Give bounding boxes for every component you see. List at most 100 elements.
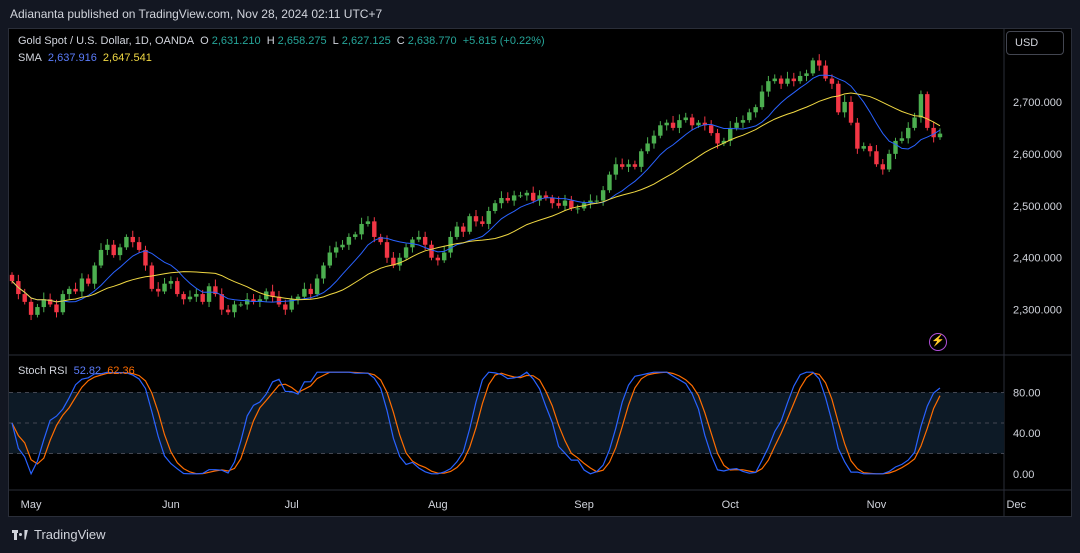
candle-body — [817, 60, 822, 66]
open-value: 2,631.210 — [211, 35, 261, 47]
candle-body — [111, 244, 116, 256]
candle-body — [594, 200, 599, 202]
candle-body — [442, 252, 447, 261]
candle-body — [149, 265, 155, 289]
time-tick-label: Sep — [574, 499, 594, 511]
candle-body — [175, 281, 180, 295]
candle-body — [219, 294, 224, 310]
candle-body — [823, 65, 828, 79]
candle-body — [54, 304, 59, 313]
candle-body — [708, 125, 714, 134]
candle-body — [912, 117, 917, 128]
candle-body — [677, 120, 682, 128]
sma-legend: SMA 2,637.916 2,647.541 — [18, 52, 155, 64]
candle-body — [524, 192, 530, 196]
candle-body — [600, 190, 606, 201]
time-tick-label: Nov — [867, 499, 887, 511]
candle-body — [333, 247, 339, 253]
candle-body — [60, 294, 66, 313]
candle-body — [225, 309, 231, 313]
candle-body — [689, 117, 695, 126]
candle-body — [353, 234, 358, 237]
candle-body — [257, 299, 263, 302]
candle-body — [886, 153, 892, 170]
sma-slow-line — [11, 92, 941, 303]
candle-body — [753, 107, 758, 113]
candle-body — [289, 299, 294, 310]
main-legend: Gold Spot / U.S. Dollar, 1D, OANDA O 2,63… — [18, 35, 548, 47]
candle-body — [836, 83, 841, 113]
candle-body — [321, 265, 326, 279]
candle-body — [206, 286, 212, 302]
candle-body — [696, 122, 701, 126]
candle-body — [372, 221, 377, 237]
candle-body — [35, 307, 40, 315]
candle-body — [797, 75, 803, 82]
sma-label: SMA — [18, 52, 42, 64]
candle-body — [619, 164, 625, 167]
candle-body — [384, 242, 390, 258]
candle-body — [295, 296, 301, 300]
close-label: C — [396, 35, 405, 47]
candle-body — [880, 164, 885, 170]
stoch-tick-label: 0.00 — [1013, 469, 1034, 481]
time-tick-label: Jun — [162, 499, 180, 511]
candle-body — [117, 247, 123, 256]
candle-body — [22, 294, 27, 302]
candle-body — [92, 265, 97, 284]
candle-body — [785, 78, 790, 84]
candle-body — [511, 195, 517, 201]
candle-body — [842, 101, 847, 113]
candle-body — [867, 146, 873, 152]
candle-body — [861, 146, 866, 149]
candle-body — [543, 195, 549, 198]
candle-body — [759, 91, 765, 108]
candle-body — [378, 236, 383, 243]
candle-body — [721, 140, 727, 144]
tradingview-logo[interactable]: TradingView — [12, 527, 106, 542]
candle-body — [162, 283, 167, 292]
candle-body — [766, 81, 771, 92]
stoch-d-value: 62.36 — [107, 365, 135, 377]
candle-body — [492, 203, 498, 211]
candle-body — [874, 151, 879, 165]
candle-body — [607, 174, 612, 191]
candle-body — [499, 198, 504, 204]
price-tick-label: 2,400.000 — [1013, 253, 1062, 265]
price-chart-svg[interactable]: 2,300.000 2,400.000 2,500.000 2,600.000 2,70… — [0, 0, 1080, 517]
stoch-tick-label: 80.00 — [1013, 388, 1041, 400]
publisher-text: Adiananta published on TradingView.com, … — [10, 7, 383, 21]
time-tick-label: Jul — [285, 499, 299, 511]
candle-body — [531, 192, 536, 201]
time-tick-label: Oct — [722, 499, 739, 511]
candle-body — [537, 195, 542, 201]
flash-icon[interactable]: ⚡ — [929, 333, 947, 351]
candle-body — [613, 164, 619, 175]
candle-body — [931, 127, 936, 138]
tradingview-logo-icon — [12, 529, 28, 540]
candle-body — [467, 216, 472, 232]
candle-body — [187, 296, 193, 300]
candle-body — [365, 221, 371, 224]
brand-name: TradingView — [34, 527, 106, 542]
candle-body — [899, 138, 905, 141]
candle-body — [575, 208, 580, 210]
candle-body — [670, 122, 676, 128]
candle-body — [422, 236, 428, 245]
sma-fast-value: 2,637.916 — [47, 52, 97, 64]
price-tick-label: 2,500.000 — [1013, 201, 1062, 213]
candle-body — [937, 133, 943, 138]
top-bar: Adiananta published on TradingView.com, … — [0, 0, 1080, 28]
stoch-k-value: 52.82 — [73, 365, 102, 377]
candle-body — [346, 236, 352, 245]
candle-body — [181, 294, 186, 300]
high-label: H — [266, 35, 275, 47]
candle-body — [734, 122, 739, 128]
candle-body — [302, 288, 307, 297]
stoch-k-line — [11, 371, 941, 476]
candle-body — [626, 164, 631, 167]
candle-body — [925, 94, 930, 128]
currency-button[interactable]: USD — [1006, 31, 1064, 55]
candle-body — [270, 291, 275, 297]
candle-body — [556, 203, 561, 206]
